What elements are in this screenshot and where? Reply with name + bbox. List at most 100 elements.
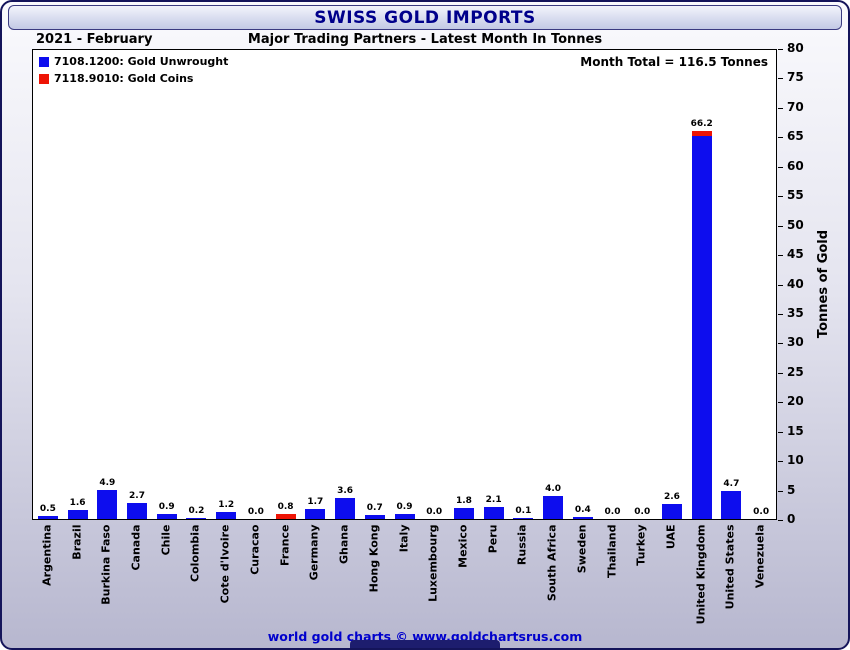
plot-area: 0.5 1.6 4.9 2.7 0.9 0.2 1.2 0.0 0.8 1.7 3.6 0.7 0.9 0… — [32, 49, 777, 520]
legend-label-gold-unwrought: 7108.1200: Gold Unwrought — [54, 55, 229, 68]
y-tick-label: 40 — [787, 277, 804, 291]
x-tick-label-uae: UAE — [664, 524, 678, 550]
y-tick-label: 20 — [787, 394, 804, 408]
y-tick-label: 75 — [787, 70, 804, 84]
bar-value-label-canada: 2.7 — [129, 491, 145, 501]
bar-value-label-argentina: 0.5 — [39, 504, 56, 514]
x-tick-label-russia: Russia — [515, 524, 529, 566]
bar-united-kingdom — [691, 131, 712, 136]
y-tick — [778, 255, 783, 256]
x-tick-label-chile: Chile — [159, 524, 173, 556]
x-tick-label-thailand: Thailand — [605, 524, 619, 578]
y-tick-label: 5 — [787, 483, 796, 497]
x-tick-label-peru: Peru — [486, 524, 500, 554]
x-tick-label-france: France — [278, 524, 292, 566]
x-tick-label-hong-kong: Hong Kong — [367, 524, 381, 593]
x-tick-label-turkey: Turkey — [634, 524, 648, 566]
bar-value-label-united-kingdom: 66.2 — [690, 119, 713, 129]
bar-value-label-curacao: 0.0 — [247, 507, 264, 517]
y-tick — [778, 461, 783, 462]
y-tick — [778, 196, 783, 197]
bar-united-states — [721, 491, 742, 519]
bar-brazil — [67, 510, 88, 519]
bar-value-label-burkina-faso: 4.9 — [99, 478, 116, 488]
bar-value-label-france: 0.8 — [277, 502, 294, 512]
y-tick — [778, 226, 783, 227]
x-axis-labels: Argentina Brazil Burkina Faso Canada Chile Co… — [32, 521, 777, 633]
chart-subtitle: Major Trading Partners - Latest Month In… — [247, 32, 603, 47]
bar-value-label-italy: 0.9 — [396, 502, 413, 512]
y-tick-label: 70 — [787, 100, 804, 114]
y-tick-label: 65 — [787, 129, 804, 143]
y-tick-label: 60 — [787, 159, 804, 173]
title-bar: SWISS GOLD IMPORTS — [8, 5, 842, 30]
y-tick — [778, 167, 783, 168]
x-tick-label-united-kingdom: United Kingdom — [694, 524, 708, 625]
y-tick — [778, 491, 783, 492]
y-axis-title: Tonnes of Gold — [816, 229, 831, 339]
y-tick-label: 45 — [787, 247, 804, 261]
legend-item-gold-coins: 7118.9010: Gold Coins — [39, 72, 228, 85]
bar-value-label-ghana: 3.6 — [337, 486, 354, 496]
y-tick — [778, 78, 783, 79]
bar-value-label-turkey: 0.0 — [634, 507, 651, 517]
bar-mexico — [453, 508, 474, 519]
period-label: 2021 - February — [36, 32, 153, 47]
y-tick — [778, 49, 783, 50]
bar-value-label-uae: 2.6 — [663, 492, 680, 502]
bar-russia — [513, 518, 534, 519]
x-tick-label-burkina-faso: Burkina Faso — [99, 524, 113, 605]
subtitle-row: 2021 - February Major Trading Partners -… — [2, 32, 848, 49]
y-tick — [778, 343, 783, 344]
bar-value-label-germany: 1.7 — [307, 497, 324, 507]
y-tick — [778, 432, 783, 433]
x-tick-label-ghana: Ghana — [337, 524, 351, 565]
x-tick-label-germany: Germany — [307, 524, 321, 581]
bar-value-label-south-africa: 4.0 — [545, 484, 562, 494]
bar-value-label-peru: 2.1 — [485, 495, 502, 505]
y-tick — [778, 314, 783, 315]
bar-value-label-venezuela: 0.0 — [753, 507, 770, 517]
y-tick — [778, 285, 783, 286]
y-tick — [778, 108, 783, 109]
y-tick-label: 0 — [787, 512, 796, 526]
y-tick — [778, 520, 783, 521]
bar-value-label-cote-d-ivoire: 1.2 — [218, 500, 235, 510]
bar-value-label-hong-kong: 0.7 — [366, 503, 383, 513]
x-tick-label-colombia: Colombia — [188, 524, 202, 583]
legend-swatch-blue — [39, 56, 49, 67]
bar-south-africa — [543, 496, 564, 519]
bar-value-label-united-states: 4.7 — [723, 479, 740, 489]
x-tick-label-curacao: Curacao — [248, 524, 262, 575]
y-tick — [778, 137, 783, 138]
x-tick-label-argentina: Argentina — [40, 524, 54, 586]
x-tick-label-mexico: Mexico — [456, 524, 470, 568]
bar-united-kingdom — [691, 136, 712, 519]
x-tick-label-brazil: Brazil — [70, 524, 84, 560]
bar-peru — [483, 507, 504, 519]
legend-swatch-red — [39, 73, 49, 84]
bar-france — [275, 514, 296, 519]
x-tick-label-luxembourg: Luxembourg — [426, 524, 440, 602]
bottom-notch — [350, 640, 500, 648]
y-tick-label: 55 — [787, 188, 804, 202]
x-tick-label-canada: Canada — [129, 524, 143, 571]
bar-italy — [394, 514, 415, 519]
bar-value-label-sweden: 0.4 — [574, 505, 591, 515]
x-tick-label-united-states: United States — [723, 524, 737, 610]
bar-cote-d-ivoire — [216, 512, 237, 519]
y-tick-label: 30 — [787, 335, 804, 349]
month-total-label: Month Total = 116.5 Tonnes — [580, 55, 768, 69]
y-tick — [778, 402, 783, 403]
bar-hong-kong — [364, 515, 385, 519]
y-tick-label: 50 — [787, 218, 804, 232]
x-tick-label-south-africa: South Africa — [545, 524, 559, 602]
bar-argentina — [37, 516, 58, 519]
bar-canada — [127, 503, 148, 519]
x-tick-label-italy: Italy — [397, 524, 410, 553]
y-tick-label: 35 — [787, 306, 804, 320]
footer-credit: world gold charts © www.goldchartsrus.co… — [267, 629, 583, 644]
bar-germany — [305, 509, 326, 519]
bar-value-label-brazil: 1.6 — [69, 498, 86, 508]
